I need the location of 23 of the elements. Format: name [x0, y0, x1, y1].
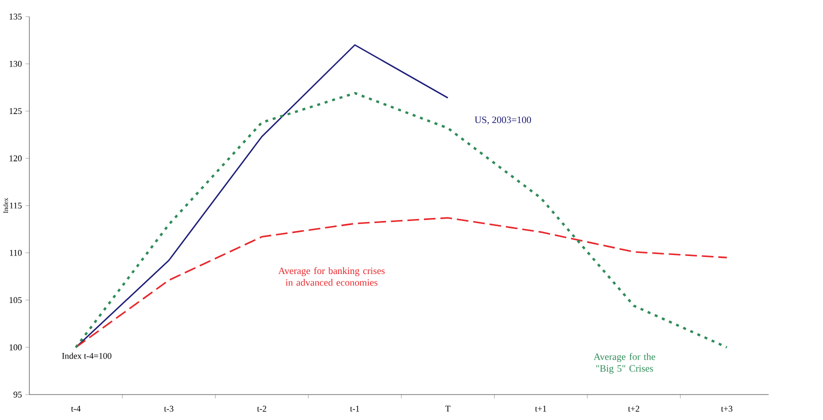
y-tick-label: 110 — [10, 250, 22, 256]
x-tick-label: t+1 — [535, 406, 546, 412]
y-tick-label: 130 — [10, 60, 22, 67]
line-series — [75, 217, 728, 348]
annotation: Index t-4=100 — [62, 352, 112, 359]
x-tick-label: t-1 — [350, 406, 360, 412]
y-tick-label: 105 — [10, 297, 22, 304]
x-tick-label: T — [445, 406, 450, 412]
y-tick-label: 120 — [10, 155, 22, 162]
y-tick-label: 125 — [10, 108, 22, 114]
y-tick-label: 95 — [14, 392, 22, 398]
text: Average for banking crises in advanced economies — [278, 267, 385, 286]
text: US, 2003=100 — [474, 116, 532, 125]
text: Average for the "Big 5" Crises — [594, 353, 656, 374]
x-tick-label: t+3 — [721, 406, 732, 412]
x-tick-label: t+2 — [628, 406, 640, 412]
y-tick-label: 100 — [10, 344, 22, 350]
x-tick-label: t-3 — [164, 406, 174, 412]
line-series — [74, 92, 728, 349]
y-tick-label: 115 — [10, 202, 22, 209]
y-tick-label: 135 — [10, 14, 22, 20]
x-tick-label: t-4 — [71, 406, 81, 412]
x-tick-label: t-2 — [257, 406, 266, 412]
